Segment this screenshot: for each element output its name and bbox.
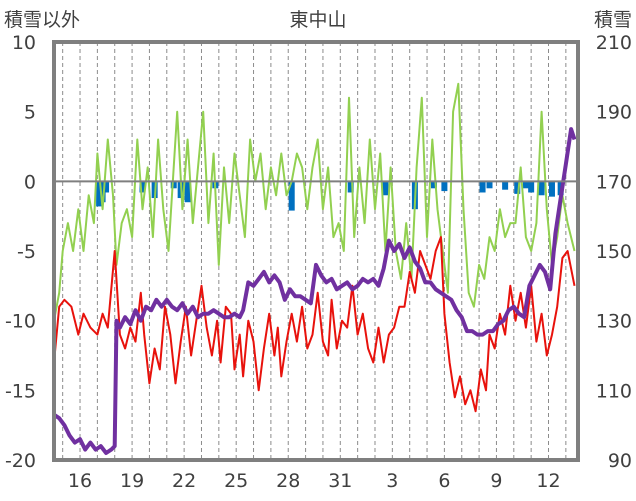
precip-bar [479, 181, 486, 193]
precip-bar [99, 181, 106, 203]
precip-bar [96, 181, 103, 207]
precip-bar [502, 181, 509, 190]
left-tick-label: -15 [5, 380, 36, 402]
grid-lines [62, 42, 567, 460]
precip-bar [430, 181, 437, 189]
precip-bar [441, 181, 448, 192]
right-tick-label: 130 [596, 311, 632, 333]
x-tick-label: 6 [438, 470, 450, 492]
left-tick-label: 5 [24, 102, 36, 124]
precip-bar [288, 181, 295, 211]
axis-ticks: 10 5 0 -5 -10 -15 -20 210 190 170 150 130 110 90 16 19 2… [5, 32, 632, 492]
x-tick-label: 9 [490, 470, 502, 492]
right-tick-label: 150 [596, 241, 632, 263]
temperature-line [53, 236, 576, 413]
right-tick-label: 110 [596, 380, 632, 402]
right-tick-label: 190 [596, 102, 632, 124]
x-tick-label: 28 [276, 470, 300, 492]
precip-bar [382, 181, 389, 196]
right-axis-label: 積雪 [594, 9, 632, 31]
left-tick-label: -10 [5, 311, 36, 333]
x-tick-label: 25 [224, 470, 248, 492]
precip-bar [347, 181, 354, 193]
x-tick-label: 22 [172, 470, 196, 492]
left-tick-label: -20 [5, 450, 36, 472]
x-tick-label: 12 [536, 470, 560, 492]
x-tick-label: 3 [386, 470, 398, 492]
precip-bar [103, 181, 110, 193]
series-lines [52, 82, 577, 455]
precip-bar [170, 181, 177, 189]
right-tick-label: 90 [608, 450, 632, 472]
x-tick-label: 16 [68, 470, 92, 492]
right-tick-label: 210 [596, 32, 632, 54]
wind-line [53, 82, 576, 321]
left-tick-label: 10 [12, 32, 36, 54]
x-tick-label: 31 [328, 470, 352, 492]
right-tick-label: 170 [596, 171, 632, 193]
precip-bar [548, 181, 555, 197]
precip-bar [486, 181, 493, 189]
x-tick-label: 19 [120, 470, 144, 492]
snow-depth-line [52, 127, 577, 455]
plot-frame [52, 40, 580, 462]
chart-title: 東中山 [289, 9, 346, 31]
precip-bar [139, 181, 146, 193]
left-tick-label: 0 [24, 171, 36, 193]
precip-bar [522, 181, 529, 189]
left-tick-label: -5 [17, 241, 36, 263]
precip-bar [538, 181, 545, 196]
left-axis-label: 積雪以外 [4, 9, 80, 31]
precip-bar [514, 181, 521, 194]
precip-bar [184, 181, 191, 203]
precip-bar [528, 181, 535, 193]
